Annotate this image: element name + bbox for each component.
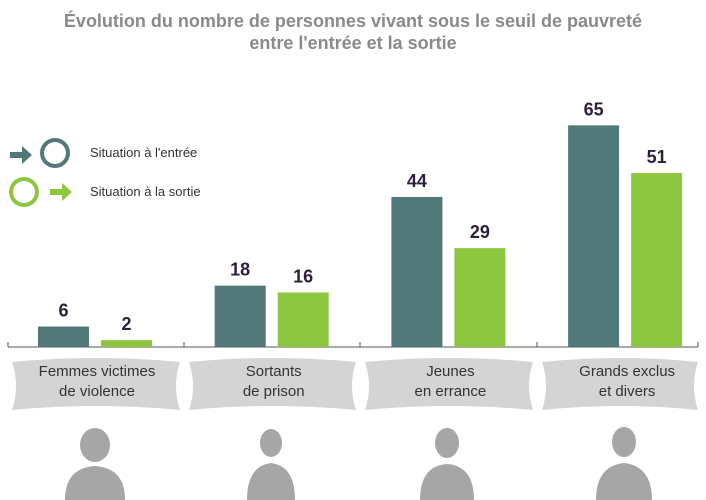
bar: [454, 248, 505, 347]
legend-icons: [9, 138, 72, 207]
category-label: Femmes victimes de violence: [12, 362, 182, 402]
chart: 6 2 18 16 44 29 65 51 Évolution du nombre de pe…: [0, 0, 706, 500]
bar: [568, 125, 619, 347]
bar: [631, 173, 682, 347]
chart-canvas: 6 2 18 16 44 29 65 51: [0, 0, 706, 500]
category-label: Jeunes en errance: [365, 362, 535, 402]
bar: [38, 327, 89, 347]
chart-title: Évolution du nombre de personnes vivant …: [0, 10, 706, 54]
value-label: 16: [293, 266, 313, 286]
value-label: 29: [470, 222, 490, 242]
bar: [101, 340, 152, 347]
value-label: 44: [407, 171, 427, 191]
bar: [391, 197, 442, 347]
category-label: Sortants de prison: [189, 362, 359, 402]
legend-label: Situation à l'entrée: [90, 145, 197, 160]
value-label: 18: [230, 260, 250, 280]
value-label: 6: [58, 301, 68, 321]
value-label: 2: [121, 314, 131, 334]
legend-label: Situation à la sortie: [90, 184, 201, 199]
bar: [215, 286, 266, 347]
value-label: 65: [584, 99, 604, 119]
person-icons: [65, 427, 652, 500]
category-label: Grands exclus et divers: [542, 362, 706, 402]
bar: [278, 292, 329, 347]
value-label: 51: [647, 147, 667, 167]
